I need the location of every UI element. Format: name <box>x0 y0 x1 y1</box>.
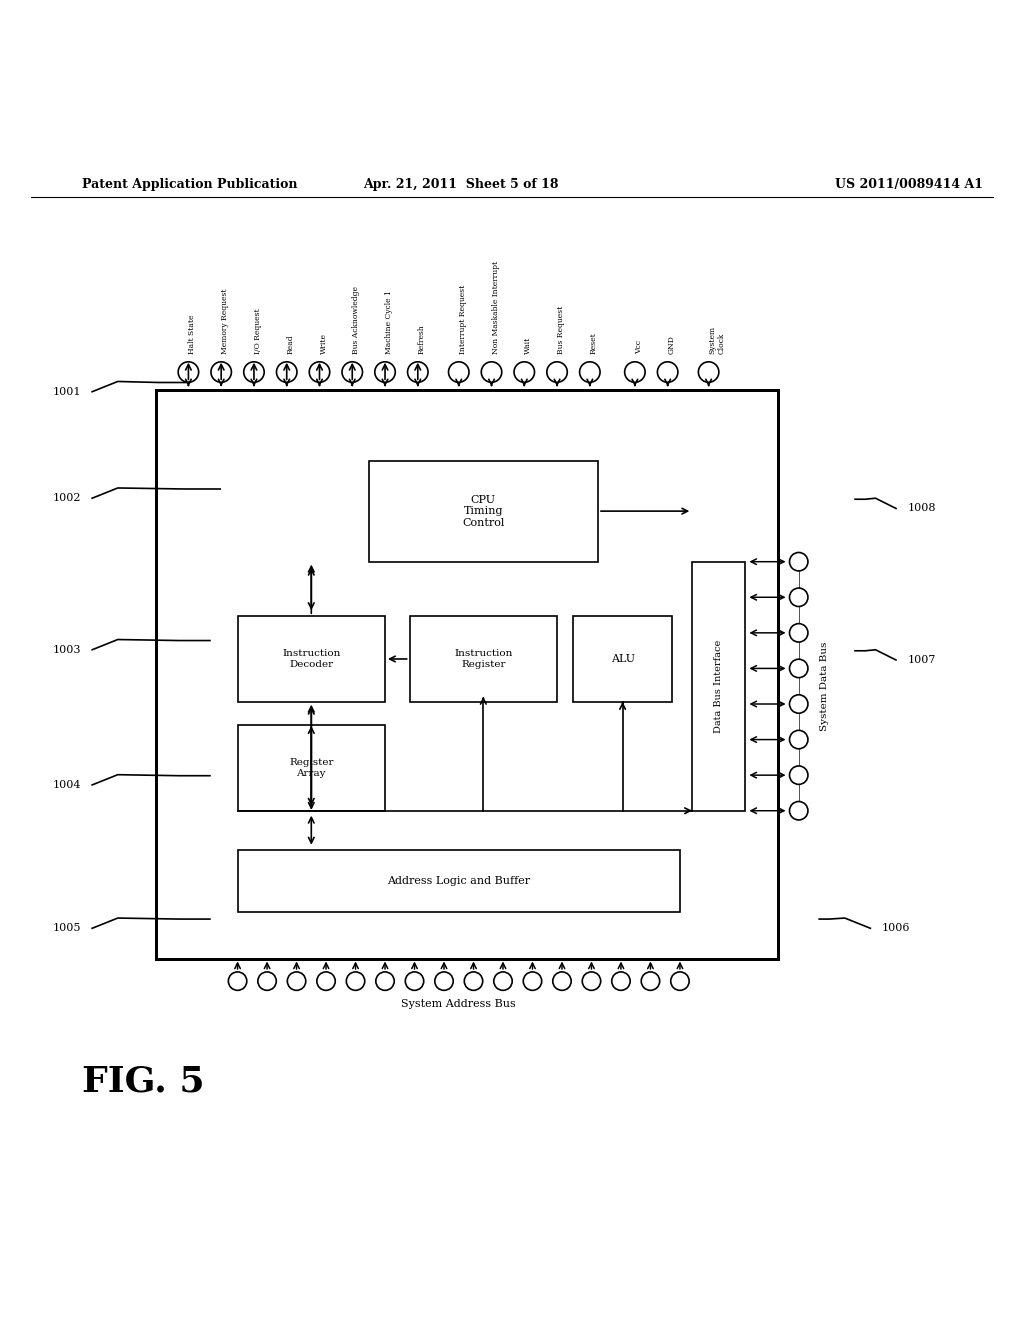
Circle shape <box>553 972 571 990</box>
Bar <box>410 616 557 702</box>
Text: Patent Application Publication: Patent Application Publication <box>82 178 297 191</box>
Circle shape <box>316 972 335 990</box>
Bar <box>238 616 385 702</box>
Circle shape <box>514 362 535 383</box>
Circle shape <box>790 623 808 642</box>
Text: Refresh: Refresh <box>418 323 426 354</box>
Bar <box>369 461 598 562</box>
Text: Interrupt Request: Interrupt Request <box>459 284 467 354</box>
Text: 1007: 1007 <box>907 655 936 665</box>
Circle shape <box>464 972 482 990</box>
Bar <box>238 850 680 912</box>
Circle shape <box>406 972 424 990</box>
Circle shape <box>276 362 297 383</box>
Text: System Address Bus: System Address Bus <box>401 998 516 1008</box>
Circle shape <box>790 587 808 606</box>
Circle shape <box>790 730 808 748</box>
Circle shape <box>435 972 454 990</box>
Circle shape <box>376 972 394 990</box>
Text: Reset: Reset <box>590 331 598 354</box>
Text: I/O Request: I/O Request <box>254 308 262 354</box>
Circle shape <box>790 766 808 784</box>
Circle shape <box>657 362 678 383</box>
Text: Bus Acknowledge: Bus Acknowledge <box>352 285 360 354</box>
Circle shape <box>790 801 808 820</box>
Circle shape <box>580 362 600 383</box>
Text: Data Bus Interface: Data Bus Interface <box>715 640 723 733</box>
Text: Machine Cycle 1: Machine Cycle 1 <box>385 290 393 354</box>
Circle shape <box>309 362 330 383</box>
Circle shape <box>547 362 567 383</box>
Circle shape <box>258 972 276 990</box>
Text: Wait: Wait <box>524 337 532 354</box>
Bar <box>692 562 745 810</box>
Circle shape <box>671 972 689 990</box>
Text: 1006: 1006 <box>882 923 910 933</box>
Circle shape <box>790 553 808 572</box>
Text: 1005: 1005 <box>52 923 81 933</box>
Circle shape <box>342 362 362 383</box>
Circle shape <box>228 972 247 990</box>
Text: US 2011/0089414 A1: US 2011/0089414 A1 <box>835 178 983 191</box>
Bar <box>573 616 672 702</box>
Circle shape <box>790 659 808 677</box>
Circle shape <box>698 362 719 383</box>
Bar <box>156 391 778 958</box>
Text: 1002: 1002 <box>52 494 81 503</box>
Circle shape <box>288 972 306 990</box>
Text: FIG. 5: FIG. 5 <box>82 1065 205 1098</box>
Circle shape <box>625 362 645 383</box>
Bar <box>238 725 385 810</box>
Text: 1008: 1008 <box>907 503 936 513</box>
Text: 1004: 1004 <box>52 780 81 789</box>
Text: Address Logic and Buffer: Address Logic and Buffer <box>387 875 530 886</box>
Circle shape <box>178 362 199 383</box>
Text: Instruction
Decoder: Instruction Decoder <box>282 649 341 669</box>
Text: ALU: ALU <box>610 653 635 664</box>
Circle shape <box>523 972 542 990</box>
Circle shape <box>790 694 808 713</box>
Circle shape <box>211 362 231 383</box>
Text: GND: GND <box>668 335 676 354</box>
Circle shape <box>408 362 428 383</box>
Text: System
Clock: System Clock <box>709 326 726 354</box>
Circle shape <box>583 972 601 990</box>
Circle shape <box>449 362 469 383</box>
Text: Read: Read <box>287 334 295 354</box>
Text: 1001: 1001 <box>52 387 81 397</box>
Circle shape <box>641 972 659 990</box>
Text: Halt State: Halt State <box>188 314 197 354</box>
Text: Instruction
Register: Instruction Register <box>454 649 513 669</box>
Circle shape <box>494 972 512 990</box>
Circle shape <box>346 972 365 990</box>
Text: 1003: 1003 <box>52 644 81 655</box>
Text: Register
Array: Register Array <box>289 758 334 777</box>
Text: Vcc: Vcc <box>635 339 643 354</box>
Circle shape <box>375 362 395 383</box>
Text: System Data Bus: System Data Bus <box>820 642 829 731</box>
Text: Write: Write <box>319 333 328 354</box>
Text: Bus Request: Bus Request <box>557 305 565 354</box>
Circle shape <box>611 972 630 990</box>
Text: CPU
Timing
Control: CPU Timing Control <box>462 495 505 528</box>
Circle shape <box>244 362 264 383</box>
Text: Apr. 21, 2011  Sheet 5 of 18: Apr. 21, 2011 Sheet 5 of 18 <box>364 178 558 191</box>
Text: Non Maskable Interrupt: Non Maskable Interrupt <box>492 260 500 354</box>
Text: Memory Request: Memory Request <box>221 288 229 354</box>
Circle shape <box>481 362 502 383</box>
